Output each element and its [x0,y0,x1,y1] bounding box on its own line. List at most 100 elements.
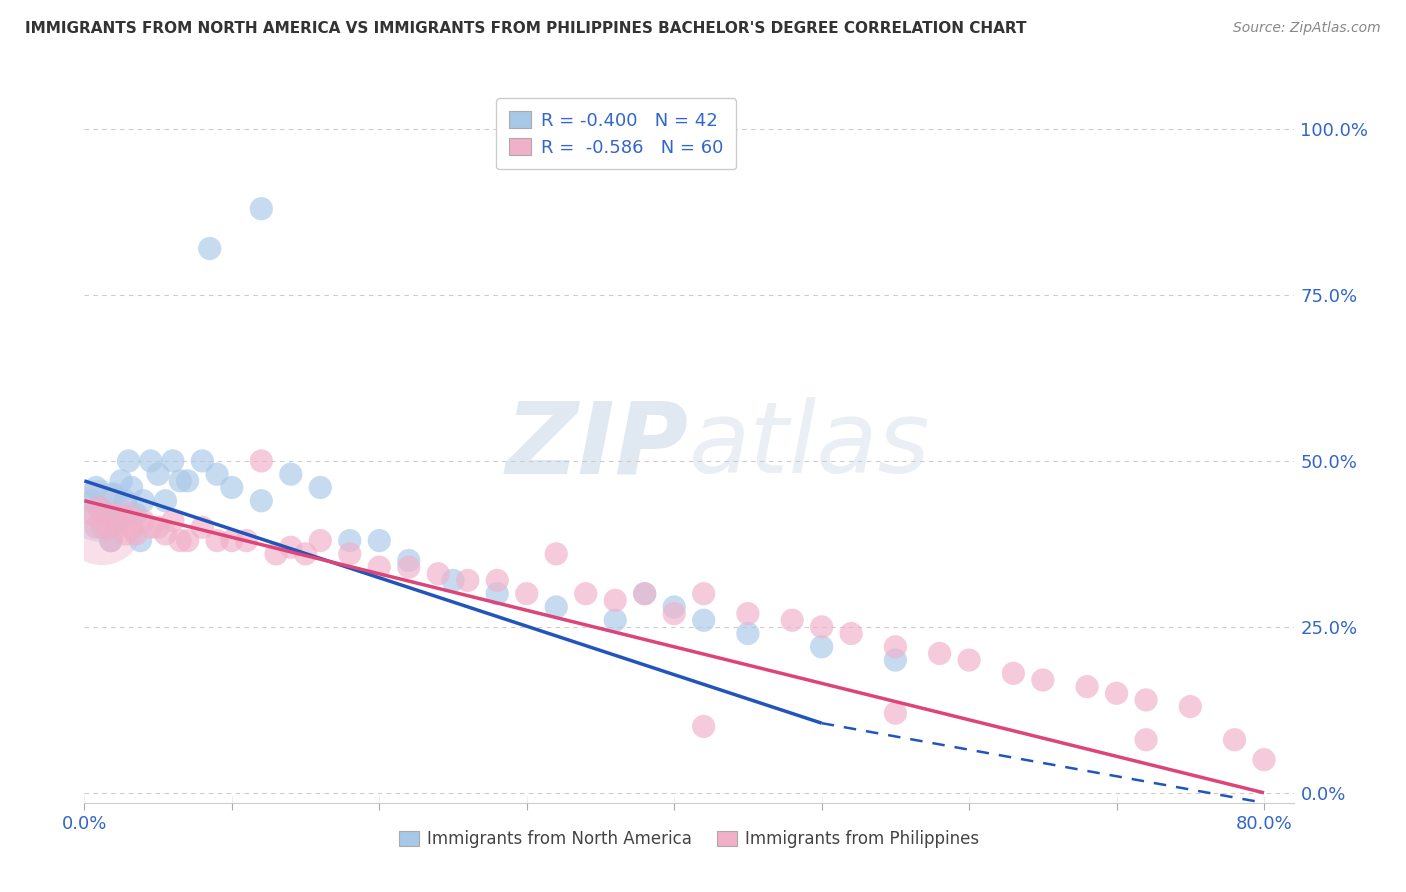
Point [91,516,114,531]
Point [100,533,122,548]
Point [546,547,568,561]
Point [80,507,103,521]
Point [737,626,759,640]
Point [155,527,177,541]
Point [664,599,686,614]
Point [169,533,191,548]
Point [146,520,169,534]
Point [105,514,128,528]
Point [339,533,361,548]
Point [250,454,273,468]
Point [486,574,509,588]
Point [1002,666,1025,681]
Point [125,527,148,541]
Point [191,520,214,534]
Point [117,454,139,468]
Point [737,607,759,621]
Point [162,514,184,528]
Point [117,507,139,521]
Point [155,493,177,508]
Point [634,587,657,601]
Point [427,566,450,581]
Point [96,520,118,534]
Point [516,587,538,601]
Point [634,587,657,601]
Point [169,474,191,488]
Point [928,647,950,661]
Point [91,520,114,534]
Point [884,640,907,654]
Point [280,540,302,554]
Point [250,493,273,508]
Point [146,467,169,482]
Point [605,613,627,627]
Point [294,547,316,561]
Point [280,467,302,482]
Point [457,574,479,588]
Point [176,474,198,488]
Point [1105,686,1128,700]
Point [176,533,198,548]
Point [810,620,832,634]
Point [198,242,221,256]
Point [87,500,110,515]
Point [114,493,136,508]
Point [398,553,420,567]
Point [810,640,832,654]
Point [692,587,714,601]
Point [1253,753,1275,767]
Point [110,514,132,528]
Point [139,454,162,468]
Point [398,560,420,574]
Point [100,533,122,548]
Legend: Immigrants from North America, Immigrants from Philippines: Immigrants from North America, Immigrant… [392,824,986,855]
Point [1135,693,1157,707]
Point [96,507,118,521]
Point [235,533,257,548]
Point [87,504,110,518]
Point [368,560,391,574]
Point [884,706,907,721]
Point [121,481,143,495]
Point [84,520,107,534]
Point [664,607,686,621]
Point [692,613,714,627]
Text: Source: ZipAtlas.com: Source: ZipAtlas.com [1233,21,1381,36]
Point [339,547,361,561]
Point [129,533,152,548]
Point [884,653,907,667]
Point [103,487,125,501]
Point [205,467,228,482]
Point [205,533,228,548]
Point [264,547,287,561]
Point [309,481,332,495]
Point [110,474,132,488]
Point [1032,673,1054,687]
Point [84,481,107,495]
Point [132,493,155,508]
Point [692,719,714,733]
Point [1180,699,1202,714]
Point [221,533,243,548]
Point [80,493,103,508]
Point [191,454,214,468]
Point [309,533,332,548]
Text: ZIP: ZIP [506,398,689,494]
Point [121,520,143,534]
Text: IMMIGRANTS FROM NORTH AMERICA VS IMMIGRANTS FROM PHILIPPINES BACHELOR'S DEGREE C: IMMIGRANTS FROM NORTH AMERICA VS IMMIGRA… [25,21,1026,37]
Point [1076,680,1098,694]
Text: atlas: atlas [689,398,931,494]
Point [139,520,162,534]
Point [605,593,627,607]
Point [839,626,862,640]
Point [957,653,980,667]
Point [132,514,155,528]
Point [546,599,568,614]
Point [368,533,391,548]
Point [105,520,128,534]
Point [91,514,114,528]
Point [103,507,125,521]
Point [114,527,136,541]
Point [162,454,184,468]
Point [441,574,464,588]
